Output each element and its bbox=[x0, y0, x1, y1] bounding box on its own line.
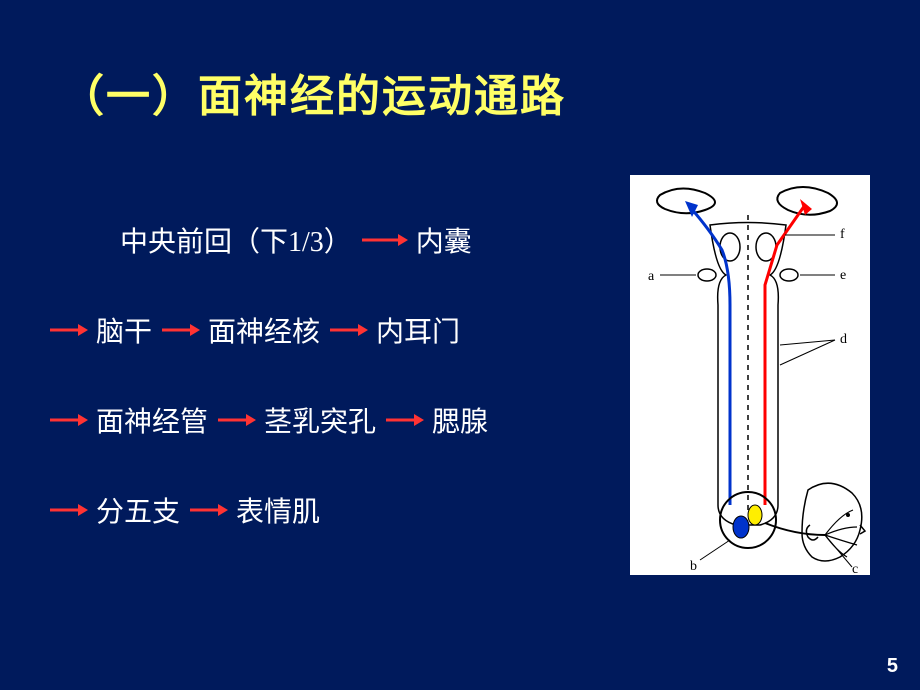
term: 分五支 bbox=[96, 490, 180, 530]
arrow-icon bbox=[328, 322, 368, 338]
arrow-icon bbox=[216, 412, 256, 428]
term: 内耳门 bbox=[376, 310, 460, 350]
term: 茎乳突孔 bbox=[264, 400, 376, 440]
flow-row-3: 面神经管 茎乳突孔 腮腺 bbox=[40, 400, 600, 440]
term: 面神经管 bbox=[96, 400, 208, 440]
arrow-icon bbox=[48, 322, 88, 338]
flow-row-1: 中央前回（下1/3） 内囊 bbox=[40, 220, 600, 260]
arrow-icon bbox=[160, 322, 200, 338]
slide-title: （一）面神经的运动通路 bbox=[60, 60, 566, 124]
flow-row-4: 分五支 表情肌 bbox=[40, 490, 600, 530]
label-d: d bbox=[840, 332, 847, 347]
label-e: e bbox=[840, 268, 846, 283]
flow-row-2: 脑干 面神经核 内耳门 bbox=[40, 310, 600, 350]
label-a: a bbox=[648, 269, 655, 284]
term: 中央前回（下1/3） bbox=[120, 220, 352, 260]
arrow-icon bbox=[48, 502, 88, 518]
label-c: c bbox=[852, 562, 858, 575]
arrow-icon bbox=[360, 232, 408, 248]
term: 脑干 bbox=[96, 310, 152, 350]
label-f: f bbox=[840, 227, 845, 242]
arrow-icon bbox=[384, 412, 424, 428]
flow-content: 中央前回（下1/3） 内囊 脑干 面神经核 内耳门 面神经管 茎乳突孔 腮腺 bbox=[40, 220, 600, 580]
term: 表情肌 bbox=[236, 490, 320, 530]
term: 腮腺 bbox=[432, 400, 488, 440]
anatomy-diagram: a b c d e f bbox=[630, 175, 870, 575]
term: 面神经核 bbox=[208, 310, 320, 350]
label-b: b bbox=[690, 559, 697, 574]
arrow-icon bbox=[188, 502, 228, 518]
arrow-icon bbox=[48, 412, 88, 428]
term: 内囊 bbox=[416, 220, 472, 260]
page-number: 5 bbox=[887, 655, 898, 678]
